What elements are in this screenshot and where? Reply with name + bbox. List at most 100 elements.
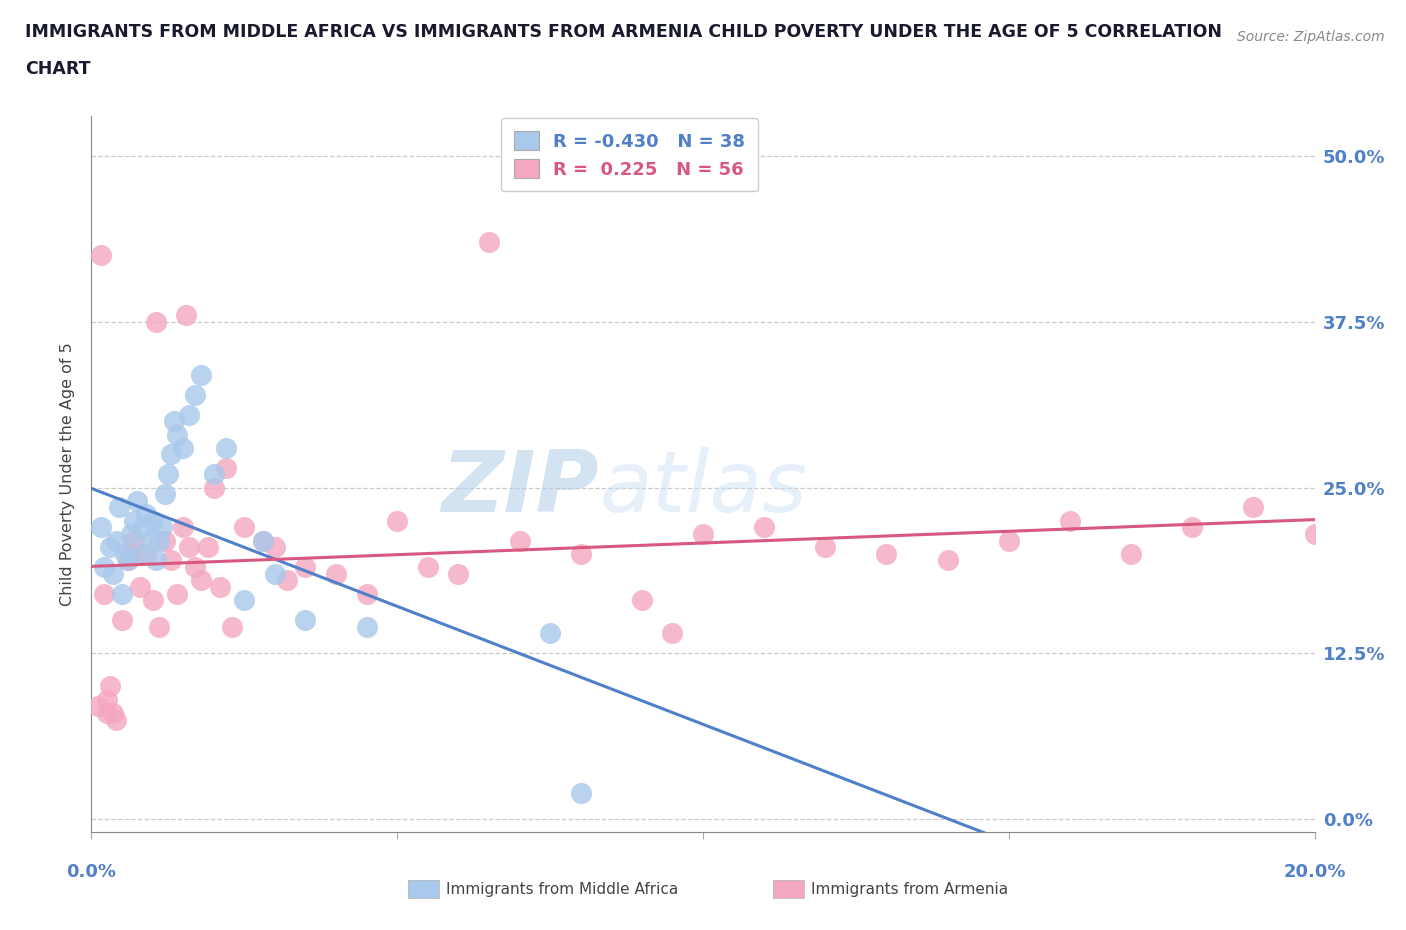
Point bbox=[148, 619, 170, 634]
Point bbox=[174, 308, 197, 323]
Point bbox=[141, 513, 163, 528]
Text: 20.0%: 20.0% bbox=[1284, 863, 1346, 882]
Point bbox=[325, 566, 347, 581]
Point bbox=[148, 533, 170, 548]
Text: ZIP: ZIP bbox=[441, 447, 599, 530]
Point bbox=[90, 520, 112, 535]
Point bbox=[96, 692, 118, 707]
Point bbox=[111, 586, 134, 601]
Point bbox=[569, 547, 592, 562]
Point bbox=[875, 547, 898, 562]
Point bbox=[135, 507, 157, 522]
Point bbox=[156, 467, 179, 482]
Point bbox=[104, 533, 127, 548]
Point bbox=[936, 553, 959, 568]
Point bbox=[141, 592, 163, 607]
Point bbox=[356, 619, 378, 634]
Point bbox=[202, 467, 225, 482]
Text: 0.0%: 0.0% bbox=[66, 863, 117, 882]
Point bbox=[122, 513, 145, 528]
Point bbox=[160, 447, 183, 462]
Point bbox=[150, 520, 173, 535]
Point bbox=[166, 586, 188, 601]
Point bbox=[184, 387, 207, 402]
Point bbox=[233, 520, 256, 535]
Text: Immigrants from Armenia: Immigrants from Armenia bbox=[811, 882, 1008, 897]
Point bbox=[252, 533, 274, 548]
Point bbox=[190, 367, 212, 382]
Point bbox=[1303, 526, 1326, 541]
Point bbox=[166, 427, 188, 442]
Point bbox=[127, 494, 149, 509]
Point bbox=[104, 712, 127, 727]
Point bbox=[111, 613, 134, 628]
Point bbox=[814, 539, 837, 554]
Point bbox=[215, 440, 238, 455]
Point bbox=[447, 566, 470, 581]
Point bbox=[120, 547, 142, 562]
Point bbox=[138, 533, 160, 548]
Point bbox=[98, 539, 121, 554]
Point bbox=[93, 586, 115, 601]
Point bbox=[132, 520, 155, 535]
Point bbox=[276, 573, 298, 588]
Point bbox=[998, 533, 1021, 548]
Point bbox=[264, 566, 287, 581]
Text: Immigrants from Middle Africa: Immigrants from Middle Africa bbox=[446, 882, 678, 897]
Point bbox=[122, 533, 145, 548]
Point bbox=[1121, 547, 1143, 562]
Point bbox=[294, 560, 316, 575]
Point bbox=[172, 520, 194, 535]
Point bbox=[190, 573, 212, 588]
Point bbox=[184, 560, 207, 575]
Point bbox=[221, 619, 243, 634]
Point bbox=[160, 553, 183, 568]
Point bbox=[569, 785, 592, 800]
Text: atlas: atlas bbox=[599, 447, 807, 530]
Point bbox=[692, 526, 714, 541]
Point bbox=[1181, 520, 1204, 535]
Text: Source: ZipAtlas.com: Source: ZipAtlas.com bbox=[1237, 30, 1385, 44]
Text: IMMIGRANTS FROM MIDDLE AFRICA VS IMMIGRANTS FROM ARMENIA CHILD POVERTY UNDER THE: IMMIGRANTS FROM MIDDLE AFRICA VS IMMIGRA… bbox=[25, 23, 1222, 41]
Point bbox=[202, 480, 225, 495]
Point bbox=[208, 579, 231, 594]
Point bbox=[86, 699, 108, 714]
Point bbox=[163, 414, 186, 429]
Point bbox=[1059, 513, 1081, 528]
Point bbox=[416, 560, 439, 575]
Point bbox=[114, 547, 136, 562]
Point bbox=[754, 520, 776, 535]
Point bbox=[631, 592, 654, 607]
Point bbox=[145, 314, 167, 329]
Point bbox=[1243, 500, 1265, 515]
Point bbox=[294, 613, 316, 628]
Point bbox=[197, 539, 219, 554]
Point bbox=[153, 486, 176, 501]
Point bbox=[215, 460, 238, 475]
Y-axis label: Child Poverty Under the Age of 5: Child Poverty Under the Age of 5 bbox=[60, 342, 76, 606]
Point bbox=[108, 500, 131, 515]
Point bbox=[179, 539, 201, 554]
Text: CHART: CHART bbox=[25, 60, 91, 78]
Point bbox=[172, 440, 194, 455]
Point bbox=[264, 539, 287, 554]
Point bbox=[252, 533, 274, 548]
Point bbox=[153, 533, 176, 548]
Legend: R = -0.430   N = 38, R =  0.225   N = 56: R = -0.430 N = 38, R = 0.225 N = 56 bbox=[501, 118, 758, 192]
Point bbox=[98, 679, 121, 694]
Point bbox=[117, 553, 139, 568]
Point bbox=[101, 706, 124, 721]
Point bbox=[117, 553, 139, 568]
Point bbox=[509, 533, 531, 548]
Point bbox=[538, 626, 561, 641]
Point bbox=[96, 706, 118, 721]
Point bbox=[101, 566, 124, 581]
Point bbox=[661, 626, 683, 641]
Point bbox=[93, 560, 115, 575]
Point bbox=[179, 407, 201, 422]
Point bbox=[478, 234, 501, 249]
Point bbox=[120, 526, 142, 541]
Point bbox=[90, 248, 112, 263]
Point bbox=[129, 579, 152, 594]
Point bbox=[233, 592, 256, 607]
